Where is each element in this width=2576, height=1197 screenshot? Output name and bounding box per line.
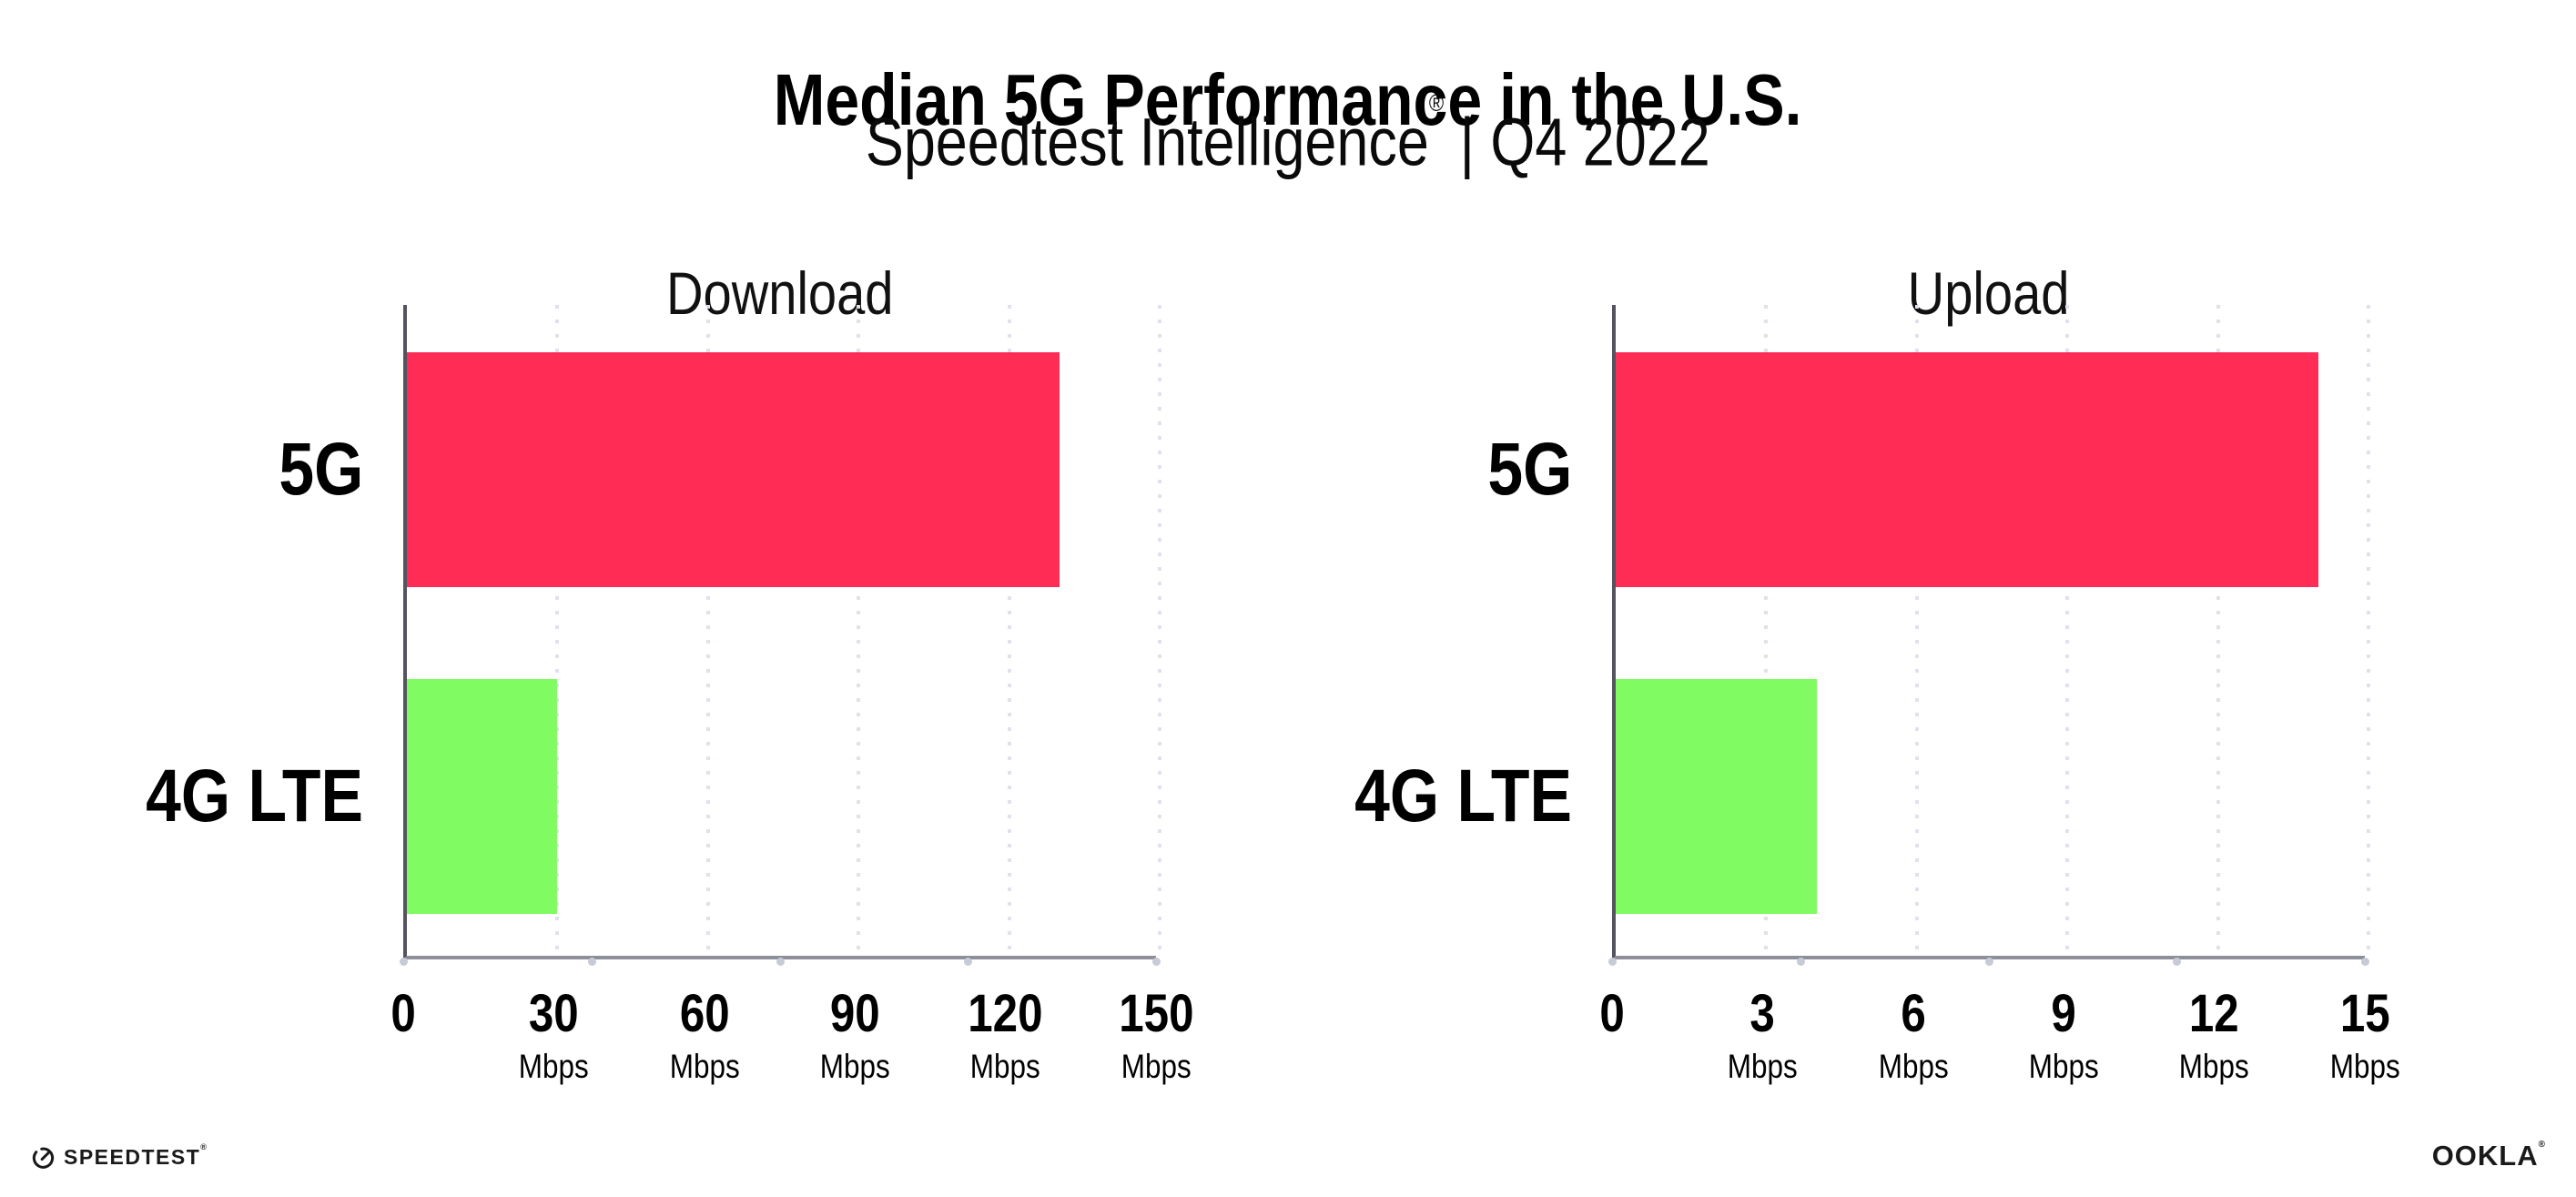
x-tick-unit: Mbps <box>669 1048 740 1085</box>
x-tick-value: 120 <box>968 984 1043 1043</box>
x-tick-unit: Mbps <box>2028 1048 2099 1085</box>
registered-mark: ® <box>1429 89 1445 117</box>
x-tick-value: 3 <box>1749 984 1776 1043</box>
axis-baseline-dot <box>587 958 596 966</box>
x-tick: 0 <box>303 987 503 1041</box>
x-tick: 30 Mbps <box>453 987 654 1085</box>
x-tick: 6 Mbps <box>1813 987 2013 1085</box>
upload-chart: Upload 5G 4G LTE 0 3 Mbps 6 Mbps 9 Mbps 12 Mbps 15 M… <box>1354 260 2399 1085</box>
axis-baseline-dot <box>400 958 408 966</box>
axis-baseline-dot <box>1796 958 1805 966</box>
trademark-symbol: ® <box>2538 1139 2546 1150</box>
gridline <box>1158 305 1161 956</box>
category-label-4g-lte: 4G LTE <box>146 755 363 837</box>
axis-baseline-dot <box>2361 958 2369 966</box>
trademark-symbol: ® <box>200 1142 208 1152</box>
gridline <box>1764 305 1769 956</box>
x-tick-value: 150 <box>1118 984 1194 1043</box>
x-tick-value: 9 <box>2051 984 2076 1043</box>
gridline <box>705 305 710 956</box>
gridline <box>2065 305 2070 956</box>
speedtest-gauge-icon <box>32 1147 55 1169</box>
axis-baseline-dot <box>1984 958 1993 966</box>
plot-area <box>1612 305 2370 959</box>
x-tick-unit: Mbps <box>819 1048 890 1085</box>
x-tick-value: 0 <box>390 984 416 1043</box>
x-tick: 0 <box>1512 987 1712 1041</box>
x-tick-value: 0 <box>1599 984 1625 1043</box>
x-tick: 15 Mbps <box>2265 987 2465 1085</box>
page-subtitle: Speedtest Intelligence® | Q4 2022 <box>0 89 2576 180</box>
x-tick-value: 6 <box>1901 984 1926 1043</box>
x-tick: 90 Mbps <box>755 987 955 1085</box>
x-tick-unit: Mbps <box>970 1048 1041 1085</box>
ookla-logo: OOKLA® <box>2432 1140 2546 1172</box>
axis-baseline-dot <box>1608 958 1617 966</box>
ookla-wordmark: OOKLA <box>2431 1140 2539 1172</box>
chart-title-upload: Upload <box>1907 259 2070 327</box>
x-tick-unit: Mbps <box>2179 1048 2250 1085</box>
chart-title-download: Download <box>665 259 894 327</box>
x-tick-value: 12 <box>2189 984 2240 1043</box>
x-tick-value: 90 <box>829 984 880 1043</box>
axis-baseline-dot <box>2173 958 2182 966</box>
category-label-4g-lte: 4G LTE <box>1354 755 1572 837</box>
bar-4g-lte <box>407 679 558 914</box>
x-tick-value: 60 <box>679 984 730 1043</box>
x-tick-value: 30 <box>528 984 579 1043</box>
x-tick-unit: Mbps <box>2329 1048 2400 1085</box>
category-label-5g: 5G <box>1487 428 1572 511</box>
gridline <box>1007 305 1011 956</box>
subtitle-brand: Speedtest Intelligence <box>866 104 1430 180</box>
category-label-5g: 5G <box>279 428 363 511</box>
speedtest-logo: SPEEDTEST® <box>31 1142 208 1170</box>
speedtest-wordmark: SPEEDTEST® <box>64 1142 208 1169</box>
bar-5g <box>407 352 1060 587</box>
axis-baseline-dot <box>776 958 785 966</box>
x-tick: 9 Mbps <box>1963 987 2164 1085</box>
x-tick-unit: Mbps <box>1727 1048 1798 1085</box>
x-tick: 3 Mbps <box>1662 987 1862 1085</box>
x-tick-value: 15 <box>2339 984 2390 1043</box>
axis-baseline-dot <box>964 958 973 966</box>
x-tick: 60 Mbps <box>604 987 805 1085</box>
gridline <box>1914 305 1919 956</box>
gridline <box>2367 305 2370 956</box>
x-tick-unit: Mbps <box>518 1048 589 1085</box>
bar-5g <box>1616 352 2318 587</box>
x-tick: 12 Mbps <box>2115 987 2315 1085</box>
axis-baseline-dot <box>1152 958 1161 966</box>
x-tick: 150 Mbps <box>1056 987 1256 1085</box>
gridline <box>857 305 861 956</box>
x-tick: 120 Mbps <box>906 987 1106 1085</box>
x-tick-unit: Mbps <box>1878 1048 1949 1085</box>
gridline <box>555 305 560 956</box>
subtitle-period: | Q4 2022 <box>1444 104 1710 180</box>
plot-area <box>403 305 1161 959</box>
page-title: Median 5G Performance in the U.S. <box>774 58 1802 140</box>
gridline <box>2216 305 2220 956</box>
bar-4g-lte <box>1616 679 1817 914</box>
x-tick-unit: Mbps <box>1121 1048 1192 1085</box>
download-chart: Download 5G 4G LTE 0 30 Mbps 60 Mbps 90 Mbps 120 M… <box>146 260 1193 1085</box>
